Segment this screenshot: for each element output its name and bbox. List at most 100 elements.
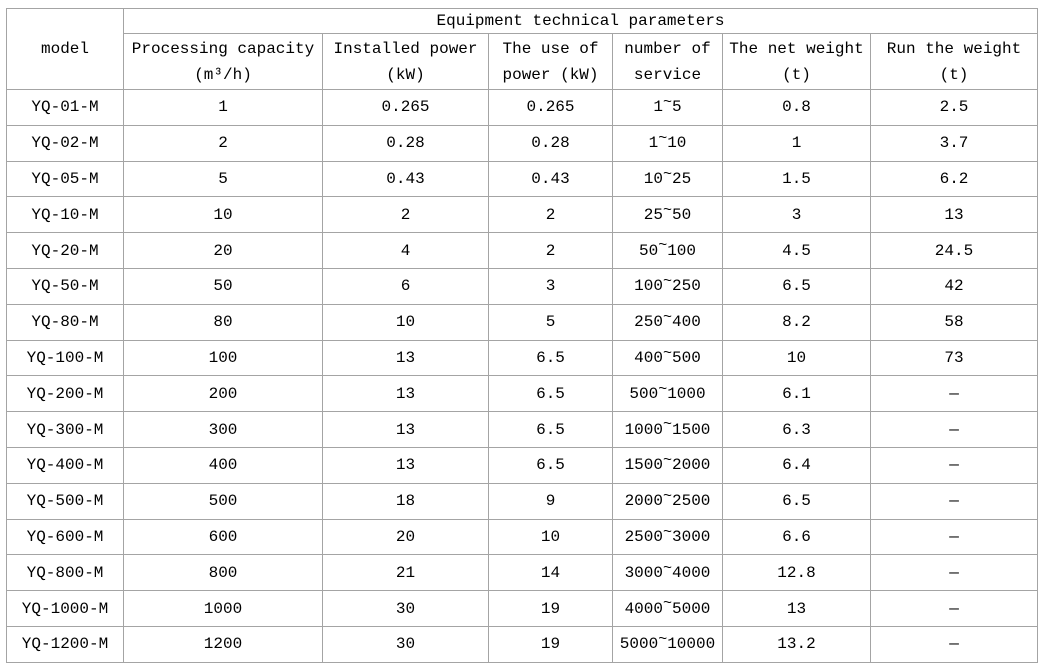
cell-use-of-power: 2 xyxy=(488,232,613,269)
cell-processing-capacity: 200 xyxy=(123,375,323,413)
cell-number-of-service: 25~50 xyxy=(612,196,723,234)
cell-model: YQ-01-M xyxy=(6,89,124,126)
cell-use-of-power: 19 xyxy=(488,590,613,627)
cell-installed-power: 30 xyxy=(322,625,489,663)
cell-net-weight: 6.5 xyxy=(722,482,871,520)
cell-installed-power: 13 xyxy=(322,339,489,377)
header-line2: service xyxy=(633,65,702,84)
range-tilde: ~ xyxy=(658,380,668,398)
range-tilde: ~ xyxy=(662,452,672,470)
cell-installed-power: 21 xyxy=(322,554,489,592)
table-row: YQ-20-M 20 4 2 50~100 4.5 24.5 xyxy=(6,232,1039,269)
cell-number-of-service: 400~500 xyxy=(612,339,723,377)
cell-installed-power: 10 xyxy=(322,303,489,341)
table-row: YQ-400-M 400 13 6.5 1500~2000 6.4— xyxy=(6,446,1039,484)
column-header-processing-capacity: Processing capacity (m³/h) xyxy=(123,33,323,90)
table-title-row: model Equipment technical parameters xyxy=(6,8,1039,90)
cell-number-of-service: 2500~3000 xyxy=(612,518,723,556)
table-row: YQ-100-M 100 13 6.5 400~500 10 73 xyxy=(6,339,1039,377)
table-row: YQ-1200-M 1200 30 19 5000~10000 13.2— xyxy=(6,625,1039,663)
cell-number-of-service: 1~5 xyxy=(612,89,723,126)
cell-net-weight: 1 xyxy=(722,124,871,162)
cell-model: YQ-600-M xyxy=(6,518,124,556)
cell-run-weight: — xyxy=(869,590,1039,627)
cell-number-of-service: 3000~4000 xyxy=(612,554,723,592)
range-tilde: ~ xyxy=(662,201,672,219)
range-tilde: ~ xyxy=(662,523,672,541)
cell-net-weight: 6.5 xyxy=(722,267,871,305)
range-tilde: ~ xyxy=(662,416,672,434)
cell-installed-power: 20 xyxy=(322,518,489,556)
range-tilde: ~ xyxy=(662,488,672,506)
cell-use-of-power: 6.5 xyxy=(488,411,613,448)
cell-processing-capacity: 80 xyxy=(123,303,323,341)
cell-processing-capacity: 1 xyxy=(123,89,323,126)
cell-installed-power: 13 xyxy=(322,411,489,448)
cell-net-weight: 8.2 xyxy=(722,303,871,341)
cell-run-weight: 24.5 xyxy=(869,232,1039,269)
table-row: YQ-50-M 50 6 3 100~250 6.5 42 xyxy=(6,267,1039,305)
table-title: Equipment technical parameters xyxy=(122,8,1039,34)
cell-use-of-power: 6.5 xyxy=(488,339,613,377)
cell-model: YQ-400-M xyxy=(6,446,124,484)
cell-processing-capacity: 300 xyxy=(123,411,323,448)
cell-processing-capacity: 600 xyxy=(123,518,323,556)
cell-installed-power: 30 xyxy=(322,590,489,627)
cell-installed-power: 6 xyxy=(322,267,489,305)
header-line1: The net weight xyxy=(729,39,864,58)
cell-run-weight: 2.5 xyxy=(869,89,1039,126)
table-body: YQ-01-M 1 0.265 0.265 1~5 0.8 2.5 YQ-02-M 2 0.28 0… xyxy=(6,89,1039,663)
column-header-number-of-service: number of service xyxy=(612,33,723,90)
cell-processing-capacity: 1000 xyxy=(123,590,323,627)
cell-run-weight: 73 xyxy=(869,339,1039,377)
table-row: YQ-800-M 800 21 14 3000~4000 12.8— xyxy=(6,554,1039,592)
cell-run-weight: 42 xyxy=(869,267,1039,305)
cell-net-weight: 6.3 xyxy=(722,411,871,448)
column-header-row: Processing capacity (m³/h) Installed powe… xyxy=(7,33,1039,90)
header-line2: (kW) xyxy=(386,65,425,84)
cell-run-weight: — xyxy=(869,375,1039,413)
cell-processing-capacity: 2 xyxy=(123,124,323,162)
column-header-run-weight: Run the weight (t) xyxy=(869,33,1039,90)
cell-net-weight: 12.8 xyxy=(722,554,871,592)
cell-net-weight: 10 xyxy=(722,339,871,377)
cell-use-of-power: 3 xyxy=(488,267,613,305)
header-line2: (t) xyxy=(939,65,969,84)
cell-installed-power: 0.28 xyxy=(322,124,489,162)
range-tilde: ~ xyxy=(662,273,672,291)
cell-processing-capacity: 20 xyxy=(123,232,323,269)
cell-number-of-service: 100~250 xyxy=(612,267,723,305)
cell-model: YQ-05-M xyxy=(6,160,124,198)
table-row: YQ-1000-M 1000 30 19 4000~5000 13— xyxy=(6,590,1039,627)
cell-number-of-service: 1500~2000 xyxy=(612,446,723,484)
cell-model: YQ-02-M xyxy=(6,124,124,162)
range-tilde: ~ xyxy=(662,165,672,183)
column-header-use-of-power: The use of power (kW) xyxy=(488,33,613,90)
range-tilde: ~ xyxy=(662,559,672,577)
cell-number-of-service: 2000~2500 xyxy=(612,482,723,520)
column-header-net-weight: The net weight (t) xyxy=(722,33,871,90)
equipment-parameters-table: model Equipment technical parameters Pro… xyxy=(6,8,1039,663)
cell-use-of-power: 19 xyxy=(488,625,613,663)
cell-use-of-power: 2 xyxy=(488,196,613,234)
cell-number-of-service: 10~25 xyxy=(612,160,723,198)
table-row: YQ-01-M 1 0.265 0.265 1~5 0.8 2.5 xyxy=(6,89,1039,126)
cell-number-of-service: 1000~1500 xyxy=(612,411,723,448)
cell-net-weight: 6.4 xyxy=(722,446,871,484)
cell-use-of-power: 10 xyxy=(488,518,613,556)
header-line1: The use of xyxy=(502,39,599,58)
cell-model: YQ-80-M xyxy=(6,303,124,341)
cell-model: YQ-300-M xyxy=(6,411,124,448)
cell-installed-power: 0.43 xyxy=(322,160,489,198)
cell-run-weight: 13 xyxy=(869,196,1039,234)
column-header-model: model xyxy=(6,8,124,90)
header-line1: Run the weight xyxy=(886,39,1022,58)
cell-processing-capacity: 400 xyxy=(123,446,323,484)
cell-installed-power: 13 xyxy=(322,375,489,413)
cell-number-of-service: 50~100 xyxy=(612,232,723,269)
cell-net-weight: 13.2 xyxy=(722,625,871,663)
cell-model: YQ-800-M xyxy=(6,554,124,592)
cell-processing-capacity: 10 xyxy=(123,196,323,234)
cell-model: YQ-500-M xyxy=(6,482,124,520)
cell-model: YQ-1000-M xyxy=(6,590,124,627)
